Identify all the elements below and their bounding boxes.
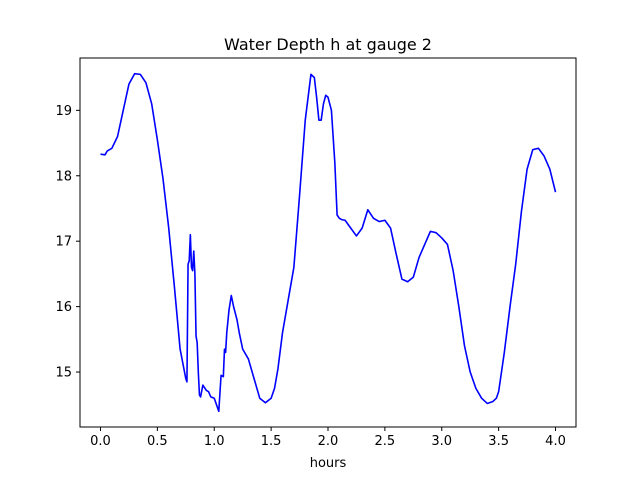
chart-title: Water Depth h at gauge 2	[224, 35, 432, 54]
x-tick-label: 1.0	[204, 434, 225, 449]
x-axis-label: hours	[310, 456, 347, 471]
x-tick-label: 1.5	[261, 434, 282, 449]
x-axis: 0.0 0.5 1.0 1.5 2.0 2.5 3.0 3.5 4.0	[90, 427, 566, 449]
y-axis: 15 16 17 18 19	[55, 104, 80, 381]
x-tick-label: 4.0	[545, 434, 566, 449]
y-tick-label: 17	[55, 235, 72, 250]
y-tick-label: 15	[55, 366, 72, 381]
x-tick-label: 3.0	[431, 434, 452, 449]
x-tick-label: 2.5	[375, 434, 396, 449]
y-tick-label: 16	[55, 300, 72, 315]
series-line-0	[100, 72, 557, 413]
x-tick-label: 0.0	[90, 434, 111, 449]
y-tick-label: 18	[55, 169, 72, 184]
plot-area	[100, 72, 557, 413]
y-tick-label: 19	[55, 104, 72, 119]
x-tick-label: 2.0	[318, 434, 339, 449]
x-tick-label: 3.5	[488, 434, 509, 449]
x-tick-label: 0.5	[147, 434, 168, 449]
